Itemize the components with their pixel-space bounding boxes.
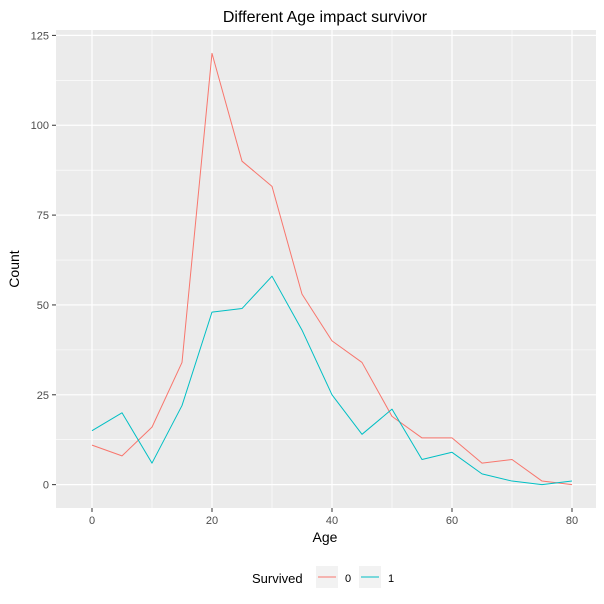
- grid-lines: [56, 30, 596, 508]
- y-tick-label: 25: [37, 390, 49, 402]
- y-tick-label: 0: [43, 480, 49, 492]
- legend-label-1: 1: [388, 573, 394, 585]
- series-lines: [91, 52, 573, 486]
- y-axis-title: Count: [6, 250, 22, 287]
- legend: Survived 0 1: [252, 566, 394, 588]
- series-line-1: [91, 275, 573, 486]
- x-tick-label: 0: [89, 515, 95, 527]
- y-axis-ticks: 0 25 50 75 100 125: [31, 30, 56, 492]
- plot-panel: [56, 30, 596, 508]
- series-line-0: [91, 52, 573, 486]
- x-tick-label: 60: [446, 515, 458, 527]
- x-tick-label: 40: [326, 515, 338, 527]
- y-tick-label: 50: [37, 300, 49, 312]
- y-tick-label: 75: [37, 210, 49, 222]
- x-axis-ticks: 0 20 40 60 80: [89, 508, 578, 527]
- x-tick-label: 20: [206, 515, 218, 527]
- y-tick-label: 100: [31, 120, 49, 132]
- x-tick-label: 80: [566, 515, 578, 527]
- chart-title: Different Age impact survivor: [223, 9, 428, 26]
- legend-label-0: 0: [345, 573, 351, 585]
- y-tick-label: 125: [31, 30, 49, 42]
- x-axis-title: Age: [313, 529, 338, 545]
- legend-title: Survived: [252, 571, 303, 586]
